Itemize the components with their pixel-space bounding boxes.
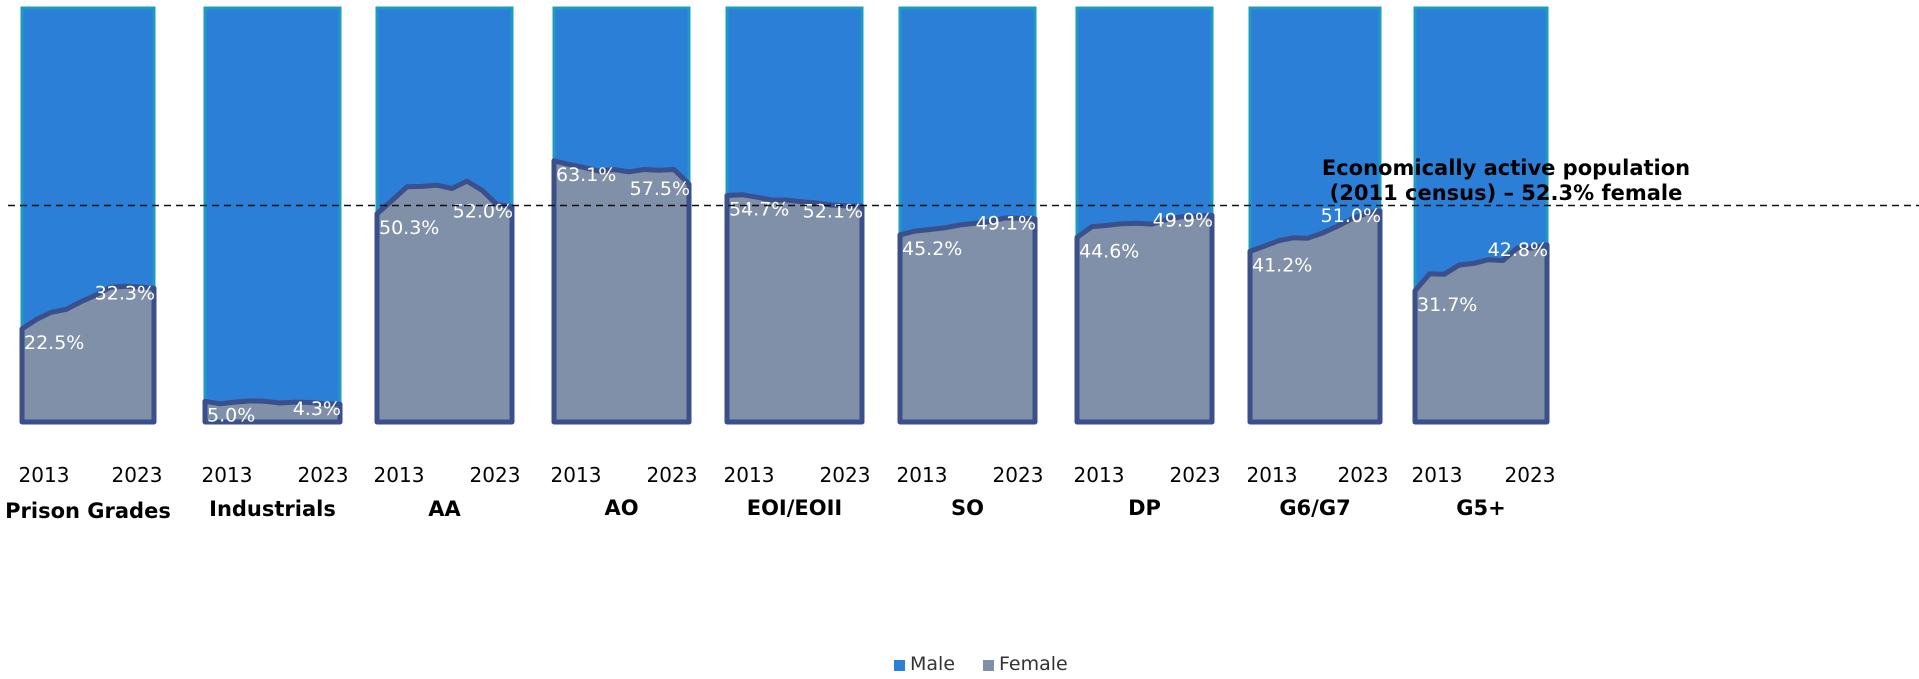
legend-swatch-female xyxy=(983,660,994,671)
female-area-so xyxy=(900,217,1035,422)
panel-ao: 63.1% 57.5% 2013 2023 AO xyxy=(551,6,698,520)
data-label-g5-end: 42.8% xyxy=(1488,239,1548,261)
panel-aa: 50.3% 52.0% 2013 2023 AA xyxy=(374,6,521,521)
data-label-prison-grades-end: 32.3% xyxy=(95,282,155,304)
data-label-eoi-eoii-start: 54.7% xyxy=(729,199,789,221)
tick-label-end: 2023 xyxy=(1170,463,1221,487)
legend-swatch-male xyxy=(894,660,905,671)
panel-eoi-eoii: 54.7% 52.1% 2013 2023 EOI/EOII xyxy=(724,6,871,520)
tick-label-start: 2013 xyxy=(1247,463,1298,487)
male-area-industrials xyxy=(203,6,342,424)
panels: 22.5% 32.3% 2013 2023 Prison Grades 5.0% 4.3% 2… xyxy=(5,6,1556,523)
group-label-prison-grades: Prison Grades xyxy=(5,499,171,523)
data-label-eoi-eoii-end: 52.1% xyxy=(803,200,863,222)
group-label-industrials: Industrials xyxy=(209,497,336,521)
female-outline-prison-grades xyxy=(19,283,157,425)
tick-label-start: 2013 xyxy=(724,463,775,487)
legend-label-female: Female xyxy=(999,653,1068,675)
group-label-g5: G5+ xyxy=(1456,496,1505,520)
tick-label-start: 2013 xyxy=(897,463,948,487)
female-area-g5 xyxy=(1415,244,1547,422)
female-outline-ao xyxy=(551,158,692,425)
data-label-g6-g7-end: 51.0% xyxy=(1321,205,1381,227)
tick-label-start: 2013 xyxy=(1074,463,1125,487)
data-label-so-start: 45.2% xyxy=(902,238,962,260)
group-label-so: SO xyxy=(951,496,984,520)
tick-label-start: 2013 xyxy=(202,463,253,487)
data-label-dp-end: 49.9% xyxy=(1153,209,1213,231)
data-label-aa-end: 52.0% xyxy=(453,201,513,223)
female-area-g6-g7 xyxy=(1250,210,1380,422)
data-label-dp-start: 44.6% xyxy=(1079,240,1139,262)
data-label-g6-g7-start: 41.2% xyxy=(1252,254,1312,276)
panel-dp: 44.6% 49.9% 2013 2023 DP xyxy=(1074,6,1221,520)
tick-label-start: 2013 xyxy=(1412,463,1463,487)
tick-label-end: 2023 xyxy=(647,463,698,487)
female-area-dp xyxy=(1077,215,1212,422)
tick-label-end: 2023 xyxy=(820,463,871,487)
panel-industrials: 5.0% 4.3% 2013 2023 Industrials xyxy=(202,6,349,521)
tick-label-end: 2023 xyxy=(1338,463,1389,487)
group-label-dp: DP xyxy=(1128,496,1161,520)
reference-line-label-2: (2011 census) – 52.3% female xyxy=(1330,181,1683,205)
female-outline-eoi-eoii xyxy=(724,192,865,425)
tick-label-start: 2013 xyxy=(551,463,602,487)
female-area-industrials xyxy=(205,400,340,422)
legend-label-male: Male xyxy=(910,653,955,675)
group-label-g6-g7: G6/G7 xyxy=(1279,496,1350,520)
data-label-so-end: 49.1% xyxy=(976,213,1036,235)
female-outline-aa xyxy=(374,178,515,425)
tick-label-start: 2013 xyxy=(19,463,70,487)
data-label-ao-end: 57.5% xyxy=(630,178,690,200)
tick-label-end: 2023 xyxy=(298,463,349,487)
female-outline-g6-g7 xyxy=(1247,208,1383,425)
data-label-prison-grades-start: 22.5% xyxy=(24,332,84,354)
female-area-ao xyxy=(554,160,689,423)
female-area-eoi-eoii xyxy=(727,194,862,422)
data-label-g5-start: 31.7% xyxy=(1417,294,1477,316)
data-label-ao-start: 63.1% xyxy=(556,164,616,186)
reference-line-label: Economically active population xyxy=(1322,156,1690,180)
female-outline-so xyxy=(897,215,1038,425)
tick-label-end: 2023 xyxy=(993,463,1044,487)
female-outline-g5 xyxy=(1412,242,1550,425)
group-label-ao: AO xyxy=(604,496,638,520)
data-label-aa-start: 50.3% xyxy=(379,217,439,239)
female-area-prison-grades xyxy=(22,286,154,422)
tick-label-end: 2023 xyxy=(1505,463,1556,487)
tick-label-start: 2013 xyxy=(374,463,425,487)
group-label-eoi-eoii: EOI/EOII xyxy=(747,496,843,520)
female-outline-industrials xyxy=(202,398,343,425)
tick-label-end: 2023 xyxy=(470,463,521,487)
data-label-industrials-start: 5.0% xyxy=(207,404,255,426)
panel-so: 45.2% 49.1% 2013 2023 SO xyxy=(897,6,1044,520)
female-outline-dp xyxy=(1074,212,1215,425)
data-label-industrials-end: 4.3% xyxy=(293,398,341,420)
legend: Male Female xyxy=(894,653,1068,675)
group-label-aa: AA xyxy=(428,497,461,521)
female-area-aa xyxy=(377,181,512,422)
panel-prison-grades: 22.5% 32.3% 2013 2023 Prison Grades xyxy=(5,6,171,523)
panel-g6-g7: 41.2% 51.0% 2013 2023 G6/G7 xyxy=(1247,6,1389,520)
tick-label-end: 2023 xyxy=(112,463,163,487)
